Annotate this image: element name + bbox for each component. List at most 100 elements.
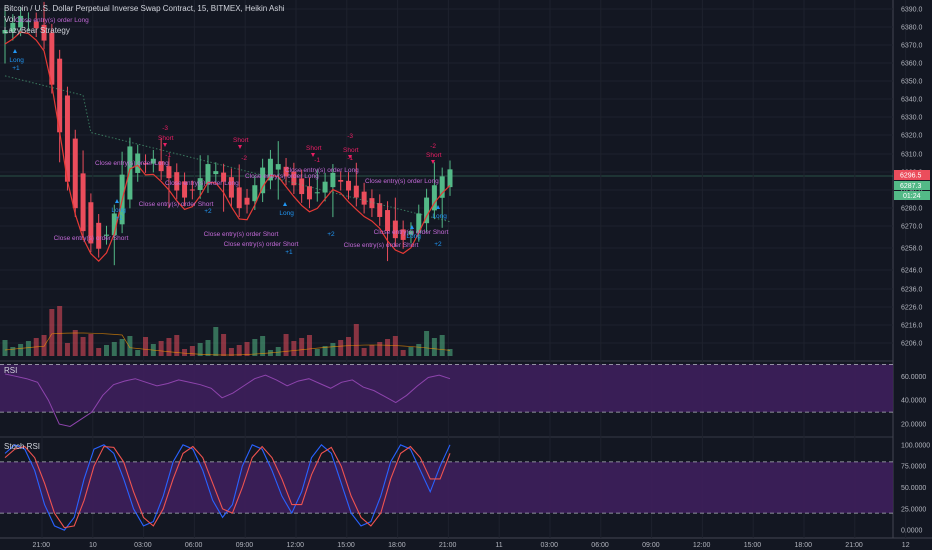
candle-body: [57, 58, 63, 133]
price-tick-label: 6330.0: [901, 115, 923, 122]
volume-bar: [244, 342, 250, 356]
countdown-badge: [894, 191, 930, 200]
price-tick-label: 6258.0: [901, 246, 923, 253]
candle-body: [18, 15, 24, 28]
volume-bar: [338, 340, 344, 356]
long-arrow-icon: [410, 225, 414, 229]
volume-bar: [353, 324, 359, 356]
volume-bar: [197, 343, 203, 356]
strategy-legend[interactable]: LazyBear Strategy: [4, 26, 70, 35]
candle-body: [322, 181, 328, 193]
candle-body: [96, 222, 102, 249]
volume-bar: [103, 345, 109, 356]
signal-label: +2: [115, 215, 123, 222]
rsi-label[interactable]: RSI: [4, 366, 18, 375]
volume-bar: [252, 339, 258, 356]
candle-body: [236, 187, 242, 209]
signal-label: +2: [204, 208, 212, 215]
candle-body: [135, 153, 141, 173]
candle-body: [439, 176, 445, 198]
candle-body: [143, 163, 149, 165]
volume-bar: [392, 336, 398, 356]
time-tick-label: 21:00: [845, 542, 863, 549]
volume-bar: [96, 348, 102, 356]
candle-body: [369, 198, 375, 209]
candle-body: [338, 180, 344, 182]
candle-body: [244, 197, 250, 205]
candle-body: [64, 95, 70, 182]
volume-bar: [369, 345, 375, 356]
price-tick-label: 6380.0: [901, 25, 923, 32]
volume-bar: [72, 330, 78, 356]
long-arrow-icon: [283, 202, 287, 206]
signal-label: Close entry(s) order Short: [54, 235, 129, 242]
signal-label: Close entry(s) order Long: [165, 180, 239, 187]
time-tick-label: 10: [89, 542, 97, 549]
candle-body: [182, 181, 188, 198]
price-tick-label: 6246.0: [901, 268, 923, 275]
symbol-title[interactable]: Bitcoin / U.S. Dollar Perpetual Inverse …: [4, 4, 285, 13]
signal-label: Long: [111, 207, 126, 214]
volume-bar: [174, 335, 180, 356]
signal-label: Close entry(s) order Long: [285, 167, 359, 174]
time-tick-label: 03:00: [541, 542, 559, 549]
stoch-tick-label: 25.0000: [901, 506, 926, 513]
candle-body: [25, 21, 31, 23]
signal-label: Close entry(s) order Long: [245, 173, 319, 180]
candle-body: [150, 158, 156, 164]
candlesticks: [2, 1, 453, 266]
price-tick-label: 6206.0: [901, 341, 923, 348]
volume-bar: [416, 344, 422, 356]
moving-averages: [4, 31, 451, 263]
candle-body: [447, 169, 453, 188]
oscillator-axes[interactable]: 60.0000 40.0000 20.0000 100.0000 75.0000 50.0…: [901, 374, 930, 535]
long-arrow-icon: [115, 199, 119, 203]
volume-bar: [41, 335, 47, 356]
volume-legend[interactable]: Vol: [4, 15, 16, 24]
price-tick-label: 6360.0: [901, 61, 923, 68]
volume-bar: [80, 337, 86, 356]
candle-body: [197, 178, 203, 190]
price-tick-label: 6226.0: [901, 305, 923, 312]
candle-body: [377, 203, 383, 217]
short-arrow-icon: [311, 153, 315, 157]
signal-label: Short: [426, 152, 442, 159]
price-tick-label: 6280.0: [901, 206, 923, 213]
signal-label: Short: [158, 135, 174, 142]
price-axis[interactable]: 6390.0 6380.0 6370.0 6360.0 6350.0 6340.0 6330…: [894, 7, 930, 348]
stoch-rsi-pane: [0, 444, 893, 531]
signal-label: -3: [347, 133, 353, 140]
price-tick-label: 6236.0: [901, 287, 923, 294]
time-axis[interactable]: 21:00 10 03:00 06:00 09:00 12:00 15:00 18:00 21:…: [33, 542, 910, 549]
signal-label: Close entry(s) order Short: [204, 231, 279, 238]
candle-body: [189, 189, 195, 191]
volume-bar: [166, 338, 172, 356]
volume-bar: [314, 349, 320, 356]
volume-bar: [260, 336, 266, 356]
signal-label: Close entry(s) order Short: [344, 242, 419, 249]
volume-bar: [439, 335, 445, 356]
volume-bar: [2, 340, 8, 356]
volume-bars: [2, 306, 453, 356]
secondary-price-badge: [894, 181, 930, 190]
rsi-tick-label: 60.0000: [901, 374, 926, 381]
price-tick-label: 6270.0: [901, 224, 923, 231]
price-tick-label: 6370.0: [901, 43, 923, 50]
volume-bar: [306, 335, 312, 356]
signal-label: -3: [162, 125, 168, 132]
stoch-rsi-label[interactable]: Stoch RSI: [4, 442, 41, 451]
last-price-badge: [894, 170, 930, 180]
signal-label: Close entry(s) order Short: [139, 201, 214, 208]
signal-label: -1: [314, 157, 320, 164]
time-tick-label: 09:00: [236, 542, 254, 549]
volume-ma-line: [4, 332, 451, 356]
candle-body: [221, 172, 227, 182]
time-tick-label: 12:00: [693, 542, 711, 549]
volume-bar: [431, 338, 437, 356]
volume-bar: [400, 350, 406, 356]
time-tick-label: 12:00: [287, 542, 305, 549]
volume-bar: [111, 342, 117, 356]
price-tick-label: 6350.0: [901, 79, 923, 86]
